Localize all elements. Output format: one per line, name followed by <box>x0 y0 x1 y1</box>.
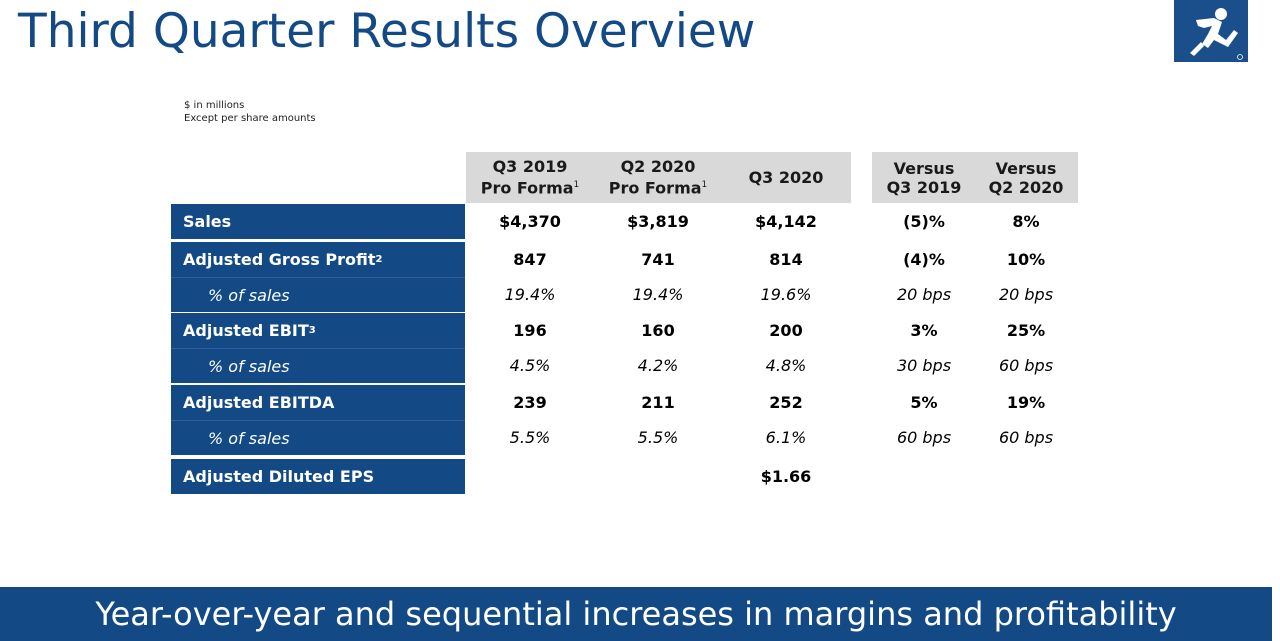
header-line: Versus <box>893 158 955 178</box>
header-line: Pro Forma <box>608 178 702 198</box>
header-line: Versus <box>995 158 1057 178</box>
label-block-gross-profit: Adjusted Gross Profit 2 % of sales <box>171 242 465 312</box>
footnote-marker: 1 <box>573 180 580 191</box>
page-title: Third Quarter Results Overview <box>18 4 756 59</box>
table-cell: 5.5% <box>637 428 679 447</box>
table-cell: 19.6% <box>760 285 812 304</box>
row-label-text: % of sales <box>208 356 290 376</box>
column-header-versus-q2-2020: Versus Q2 2020 <box>976 152 1076 203</box>
footnote-marker: 3 <box>308 325 316 336</box>
row-label-text: Sales <box>183 212 232 231</box>
table-cell: (4)% <box>903 250 945 269</box>
header-line: Q2 2020 <box>988 177 1064 197</box>
label-block-ebit: Adjusted EBIT 3 % of sales <box>171 313 465 383</box>
table-cell: 19.4% <box>504 285 556 304</box>
table-cell: 5.5% <box>509 428 551 447</box>
header-line: Q2 2020 <box>620 157 696 177</box>
row-label: % of sales <box>171 348 465 383</box>
table-cell: 252 <box>769 393 803 412</box>
table-cell: 847 <box>513 250 547 269</box>
table-cell: 60 bps <box>998 428 1054 447</box>
row-label: Adjusted Diluted EPS <box>171 459 465 494</box>
table-cell <box>966 459 1086 494</box>
column-header-q2-2020: Q2 2020 Pro Forma1 <box>598 152 718 203</box>
table-cell: 60 bps <box>896 428 952 447</box>
table-cell: 30 bps <box>896 356 952 375</box>
table-cell: 211 <box>641 393 675 412</box>
summary-banner: Year-over-year and sequential increases … <box>0 587 1272 641</box>
header-group-periods <box>466 152 851 203</box>
table-cell: 4.5% <box>509 356 551 375</box>
table-cell: 239 <box>513 393 547 412</box>
footnote-marker: 1 <box>701 180 708 191</box>
header-group-comparisons <box>872 152 1078 203</box>
header-line: Q3 2019 <box>492 157 568 177</box>
table-cell <box>598 459 718 494</box>
units-line-2: Except per share amounts <box>184 113 316 124</box>
table-cell: 20 bps <box>896 285 952 304</box>
row-label: Adjusted Gross Profit 2 <box>171 242 465 277</box>
table-cell: 19% <box>1006 393 1046 412</box>
table-cell: 5% <box>910 393 938 412</box>
row-label-text: % of sales <box>208 428 290 448</box>
row-label-text: Adjusted Diluted EPS <box>183 467 375 486</box>
table-cell: 741 <box>641 250 675 269</box>
row-label-text: Adjusted EBITDA <box>183 393 335 412</box>
row-label-text: Adjusted Gross Profit <box>183 250 376 269</box>
table-cell: 200 <box>769 321 803 340</box>
units-line-1: $ in millions <box>184 100 245 111</box>
table-cell: 8% <box>1012 212 1040 231</box>
table-cell: $4,370 <box>499 212 561 231</box>
table-cell: $1.66 <box>760 467 812 486</box>
table-cell: 25% <box>1006 321 1046 340</box>
footnote-marker: 2 <box>375 254 383 265</box>
table-cell: 4.8% <box>765 356 807 375</box>
row-label: % of sales <box>171 420 465 455</box>
table-cell: 20 bps <box>998 285 1054 304</box>
row-label-text: % of sales <box>208 285 290 305</box>
table-cell <box>470 459 590 494</box>
table-cell: $4,142 <box>755 212 817 231</box>
table-cell: (5)% <box>903 212 945 231</box>
table-cell: 10% <box>1006 250 1046 269</box>
table-cell: 6.1% <box>765 428 807 447</box>
table-cell: 160 <box>641 321 675 340</box>
row-label: Sales <box>171 204 465 239</box>
label-block-eps: Adjusted Diluted EPS <box>171 459 465 494</box>
table-cell: 3% <box>910 321 938 340</box>
column-header-q3-2019: Q3 2019 Pro Forma1 <box>470 152 590 203</box>
row-label: Adjusted EBIT 3 <box>171 313 465 348</box>
units-note: $ in millions Except per share amounts <box>184 99 316 125</box>
label-block-sales: Sales <box>171 204 465 239</box>
header-line: Pro Forma <box>480 178 574 198</box>
column-header-versus-q3-2019: Versus Q3 2019 <box>874 152 974 203</box>
row-label: Adjusted EBITDA <box>171 385 465 420</box>
table-cell: 814 <box>769 250 803 269</box>
row-label: % of sales <box>171 277 465 312</box>
running-man-logo-icon <box>1174 0 1248 62</box>
column-header-q3-2020: Q3 2020 <box>726 152 846 203</box>
row-label-text: Adjusted EBIT <box>183 321 309 340</box>
table-cell: $3,819 <box>627 212 689 231</box>
table-cell: 60 bps <box>998 356 1054 375</box>
header-line: Q3 2020 <box>748 168 824 187</box>
header-line: Q3 2019 <box>886 177 962 197</box>
table-cell: 19.4% <box>632 285 684 304</box>
table-cell: 196 <box>513 321 547 340</box>
table-cell: 4.2% <box>637 356 679 375</box>
label-block-ebitda: Adjusted EBITDA % of sales <box>171 385 465 455</box>
